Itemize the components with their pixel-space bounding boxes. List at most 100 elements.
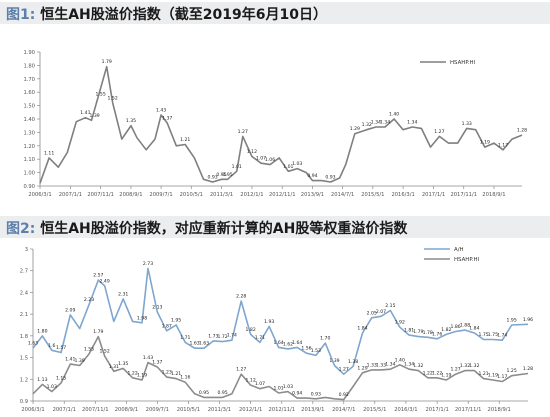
chart2-series-line-2 <box>32 335 529 401</box>
chart1-data-label: 0.94 <box>307 173 317 179</box>
chart1-data-label: 1.39 <box>89 113 99 119</box>
chart2-data-label: 1.92 <box>395 320 405 326</box>
chart2-data-label: 1.96 <box>523 317 533 323</box>
chart1-data-label: 1.34 <box>380 120 390 126</box>
chart2-data-label: 1.40 <box>395 357 405 363</box>
chart1-y-tick-label: 1.20 <box>23 144 35 150</box>
chart1-y-tick-label: 0.90 <box>23 184 35 190</box>
figure2-title: 图2: 恒生AH股溢价指数，对应重新计算的AH股等权重溢价指数 <box>6 218 407 238</box>
chart2-data-label: 0.92 <box>339 392 349 398</box>
chart2-data-label: 1.19 <box>441 373 451 379</box>
chart2-data-label: 1.16 <box>180 375 190 381</box>
chart1-x-tick-label: 2011/3/1 <box>210 192 233 198</box>
chart2-data-label: 1.03 <box>47 384 57 390</box>
chart2-data-label: 1.07 <box>255 381 265 387</box>
chart2-x-tick-label: 2016/3/1 <box>394 407 417 413</box>
chart1-x-tick-label: 2008/9/1 <box>119 192 142 198</box>
chart2-y-tick-label: 2.1 <box>20 312 28 318</box>
figure1-title-text: 恒生AH股溢价指数（截至2019年6月10日） <box>40 7 327 23</box>
chart2-data-label: 1.81 <box>404 328 414 334</box>
chart2-data-label: 1.76 <box>432 331 442 337</box>
chart2-data-label: 1.25 <box>507 368 517 374</box>
chart2-data-label: 1.78 <box>423 330 433 336</box>
chart2-data-label: 1.53 <box>311 348 321 354</box>
chart1-x-tick-label: 2017/11/1 <box>450 192 477 198</box>
chart2-x-tick-label: 2017/1/1 <box>425 407 448 413</box>
chart2-y-tick-label: 2.4 <box>20 290 29 296</box>
chart2-data-label: 1.32 <box>469 363 479 369</box>
chart2-x-tick-label: 2010/5/1 <box>177 407 200 413</box>
figure1-title: 图1: 恒生AH股溢价指数（截至2019年6月10日） <box>6 4 327 24</box>
chart1-data-label: 1.17 <box>498 142 508 148</box>
figure2-chart-frame: 0.9 1.2 1.5 1.8 2.1 2.4 2.7 3 2006/3/1 2007/1/1 20… <box>0 239 550 417</box>
chart2-data-label: 1.34 <box>385 362 395 368</box>
chart1-data-label: 1.32 <box>362 122 372 128</box>
figure2-title-bar: 图2: 恒生AH股溢价指数，对应重新计算的AH股等权重溢价指数 <box>0 216 550 238</box>
chart1-data-label: 0.95 <box>216 172 226 178</box>
chart2-data-label: 1.28 <box>523 366 533 372</box>
chart2-data-label: 1.88 <box>460 323 470 329</box>
chart2-data-label: 1.22 <box>128 370 138 376</box>
chart2-data-label: 1.32 <box>413 363 423 369</box>
chart1-series-line-1 <box>39 65 523 184</box>
chart2-data-label: 2.23 <box>84 297 94 303</box>
chart2-x-tick-label: 2012/1/1 <box>239 407 262 413</box>
chart2-data-label: 1.63 <box>199 341 209 347</box>
chart2-data-label: 1.13 <box>37 377 47 383</box>
chart1-x-tick-label: 2006/3/1 <box>28 192 51 198</box>
chart2-data-label: 1.95 <box>171 318 181 324</box>
chart2-data-label: 1.39 <box>75 358 85 364</box>
chart1-data-label: 1.19 <box>480 140 490 146</box>
chart2-data-label: 1.12 <box>246 378 256 384</box>
chart2-data-label: 1.22 <box>423 370 433 376</box>
chart2-data-label: 1.35 <box>118 361 128 367</box>
chart2-x-tick-label: 2006/3/1 <box>21 407 44 413</box>
chart1-x-tick-label: 2010/5/1 <box>180 192 203 198</box>
chart2-data-label: 1.98 <box>137 315 147 321</box>
chart2-data-label: 0.95 <box>217 390 227 396</box>
chart2-x-tick-label: 2015/5/1 <box>363 407 386 413</box>
chart2-data-label: 1.52 <box>100 349 110 355</box>
chart2-data-label: 1.62 <box>283 341 293 347</box>
chart2-data-label: 1.27 <box>339 367 349 373</box>
chart2-data-label: 1.79 <box>93 329 103 335</box>
chart2-data-label: 1.19 <box>488 373 498 379</box>
chart1-data-label: 0.93 <box>207 174 217 180</box>
chart2-data-label: 1.23 <box>162 370 172 376</box>
chart2-x-tick-label: 2008/9/1 <box>115 407 138 413</box>
chart2-data-label: 1.57 <box>56 345 66 351</box>
chart1-data-label: 1.01 <box>232 164 242 170</box>
chart1-x-tick-label: 2016/3/1 <box>391 192 414 198</box>
chart2-data-label: 1.95 <box>507 318 517 324</box>
chart2-data-label: 1.63 <box>189 341 199 347</box>
chart2-data-label: 1.17 <box>497 374 507 380</box>
chart1-data-label: 1.01 <box>283 164 293 170</box>
chart2-data-label: 0.95 <box>199 390 209 396</box>
chart1-x-tick-label: 2007/11/1 <box>87 192 114 198</box>
chart2-x-tick-label: 2014/7/1 <box>332 407 355 413</box>
chart2-data-label: 1.21 <box>171 371 181 377</box>
chart1-data-label: 1.07 <box>256 156 266 162</box>
chart1-data-label: 1.11 <box>44 150 54 156</box>
chart1-x-tick-label: 2013/9/1 <box>301 192 324 198</box>
chart2-data-label: 2.15 <box>385 303 395 309</box>
chart2-x-tick-label: 2007/1/1 <box>53 407 76 413</box>
chart2-data-label: 1.63 <box>28 341 38 347</box>
chart2-data-label: 1.15 <box>56 375 66 381</box>
chart2-data-label: 1.55 <box>84 346 94 352</box>
chart1-data-label: 1.21 <box>180 137 190 143</box>
chart2-data-label: 1.75 <box>488 332 498 338</box>
chart2-legend-label-2: HSAHP.HI <box>454 257 479 263</box>
chart1-x-tick-label: 2014/7/1 <box>331 192 354 198</box>
chart1-data-label: 1.37 <box>162 116 172 122</box>
chart1-y-tick-label: 1.10 <box>23 157 35 163</box>
chart1-data-label: 0.95 <box>222 172 232 178</box>
chart2-data-label: 1.6 <box>48 343 55 349</box>
chart2-data-label: 1.70 <box>320 336 330 342</box>
chart1-legend-label-1: HSAHP.HI <box>450 60 475 66</box>
chart2-data-label: 1.80 <box>37 328 47 334</box>
chart2-data-label: 1.74 <box>497 333 507 339</box>
chart2-data-label: 1.29 <box>357 365 367 371</box>
chart1-data-label: 1.27 <box>434 129 444 135</box>
chart1-y-tick-label: 1.00 <box>23 171 35 177</box>
